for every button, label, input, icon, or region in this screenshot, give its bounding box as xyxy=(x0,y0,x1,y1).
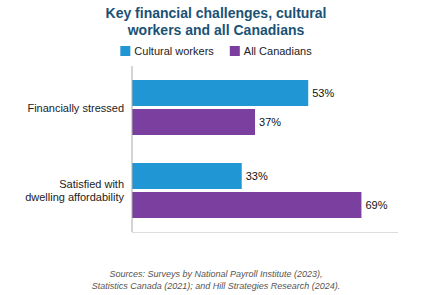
source-line: Sources: Surveys by National Payroll Ins… xyxy=(109,269,322,279)
legend-label: Cultural workers xyxy=(134,45,214,57)
bar xyxy=(132,109,255,135)
data-label: 37% xyxy=(259,116,281,128)
data-label: 69% xyxy=(365,199,387,211)
legend-item: Cultural workers xyxy=(120,45,214,57)
x-axis-line xyxy=(132,232,398,233)
y-tick-labels: Financially stressed Satisfied withdwelli… xyxy=(25,102,124,204)
title: Key financial challenges, culturalworker… xyxy=(106,5,327,38)
text-line: dwelling affordability xyxy=(25,191,124,203)
title-line: workers and all Canadians xyxy=(127,22,305,38)
data-label: 53% xyxy=(312,87,334,99)
legend-swatch xyxy=(230,46,240,56)
legend: Cultural workers All Canadians xyxy=(120,45,312,57)
source-line: Statistics Canada (2021); and Hill Strat… xyxy=(92,281,341,291)
bars xyxy=(132,80,361,218)
bar xyxy=(132,163,242,189)
bar xyxy=(132,80,308,106)
bar xyxy=(132,192,361,218)
legend-swatch xyxy=(120,46,130,56)
zero-line xyxy=(132,66,133,232)
data-labels: 53% 37% 33% 69% xyxy=(246,87,388,211)
text-line: Financially stressed xyxy=(27,102,124,114)
category-label: Financially stressed xyxy=(27,102,124,114)
chart: Key financial challenges, culturalworker… xyxy=(0,0,432,295)
text-line: Satisfied with xyxy=(59,178,124,190)
category-label: Satisfied withdwelling affordability xyxy=(25,178,124,203)
legend-item: All Canadians xyxy=(230,45,312,57)
title-line: Key financial challenges, cultural xyxy=(106,5,327,21)
legend-label: All Canadians xyxy=(244,45,312,57)
source-note: Sources: Surveys by National Payroll Ins… xyxy=(92,269,341,291)
data-label: 33% xyxy=(246,170,268,182)
